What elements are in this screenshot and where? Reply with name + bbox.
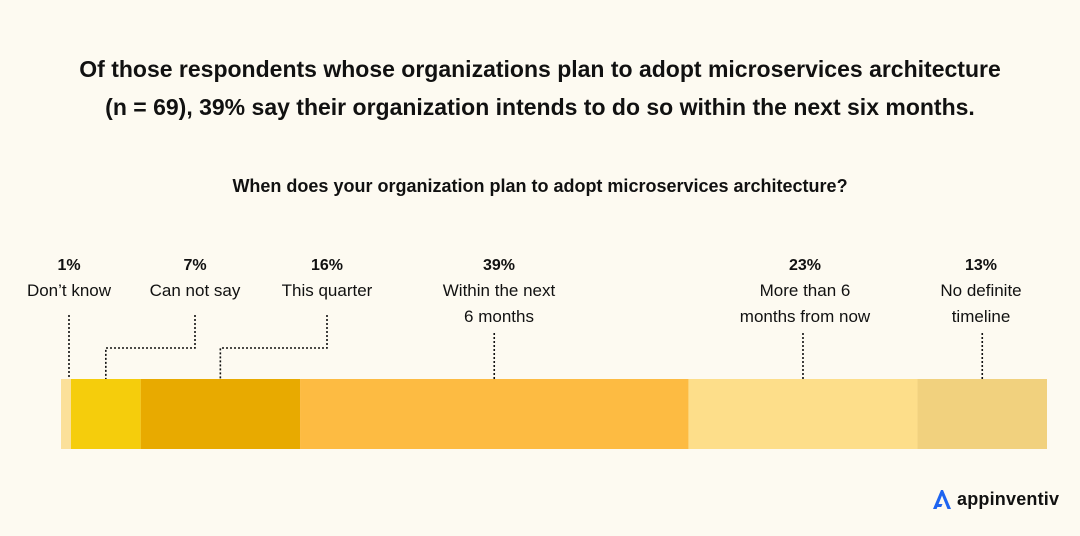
value-label-within-the-next-6-months: 39% [483,257,515,274]
chart-title: When does your organization plan to adop… [232,176,848,196]
bar-segment-more-than-6-months-from-now [688,379,918,449]
value-label-more-than-6-months-from-now: 23% [789,257,821,274]
leader-line-can-not-say [105,315,196,379]
category-label-this-quarter: This quarter [282,281,373,300]
headline-line-1: Of those respondents whose organizations… [79,56,1001,82]
headline-emphasis: within the next six months. [679,94,975,120]
value-label-no-definite-timeline: 13% [965,257,997,274]
leader-line-this-quarter [219,315,328,379]
category-label-no-definite-timeline-line-2: timeline [952,307,1011,326]
headline-line-2: (n = 69), 39% say their organization int… [0,88,1080,126]
bar-segment-don-t-know [61,379,71,449]
headline-regular: (n = 69), 39% say their organization int… [105,94,680,120]
category-label-can-not-say: Can not say [150,281,241,300]
brand-logo: appinventiv [930,484,1059,514]
brand-name: appinventiv [957,488,1060,509]
category-label-don-t-know: Don’t know [27,281,112,300]
category-label-within-the-next-6-months-line-2: 6 months [464,307,534,326]
value-label-can-not-say: 7% [183,257,206,274]
value-label-this-quarter: 16% [311,257,343,274]
value-label-don-t-know: 1% [57,257,80,274]
bar-segment-within-the-next-6-months [300,379,689,449]
headline: Of those respondents whose organizations… [0,50,1080,126]
category-label-more-than-6-months-from-now-line-1: More than 6 [760,281,851,300]
bar-segment-no-definite-timeline [917,379,1047,449]
bar-segment-this-quarter [140,379,301,449]
category-label-more-than-6-months-from-now-line-2: months from now [740,307,871,326]
appinventiv-logo-icon [933,490,951,509]
bar-segment-can-not-say [70,379,141,449]
category-label-within-the-next-6-months-line-1: Within the next [443,281,556,300]
category-label-no-definite-timeline-line-1: No definite [940,281,1021,300]
